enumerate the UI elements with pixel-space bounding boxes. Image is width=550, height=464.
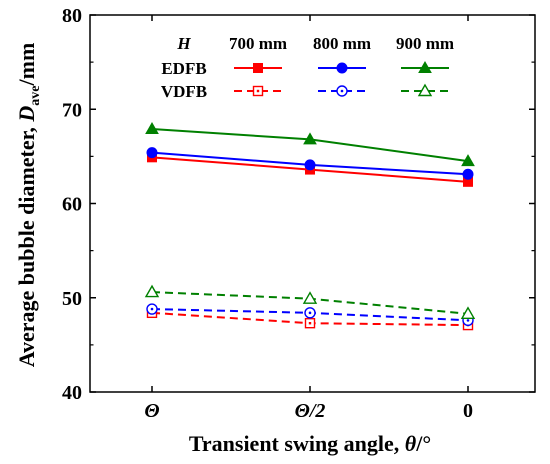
y-tick-label: 40	[62, 382, 82, 404]
series-layer	[144, 122, 476, 331]
legend-marker	[417, 83, 433, 97]
x-tick-label: Θ/2	[295, 400, 326, 422]
legend-row-label: VDFB	[161, 82, 207, 101]
series-edfb-800-mm	[146, 147, 474, 180]
x-axis-label: Transient swing angle, θ/°	[189, 431, 431, 456]
series-vdfb-800-mm	[146, 303, 474, 327]
data-point	[461, 154, 475, 167]
y-tick-label: 80	[62, 5, 82, 27]
plot-area	[89, 14, 536, 393]
data-point	[460, 306, 476, 319]
y-axis: 40 50 60 70 80	[62, 5, 535, 404]
y-tick-label: 60	[62, 194, 82, 216]
legend-column-label: 900 mm	[396, 34, 454, 53]
legend-column-label: 800 mm	[313, 34, 371, 53]
legend-column-label: 700 mm	[229, 34, 287, 53]
data-point-dot	[308, 321, 312, 325]
data-point	[302, 291, 318, 304]
x-axis-label-main: Transient swing angle,	[189, 431, 405, 456]
data-point	[462, 168, 474, 180]
legend-marker	[418, 60, 432, 73]
y-axis-label-sub: ave	[28, 86, 43, 106]
x-axis-label-unit: /°	[415, 431, 431, 456]
data-point	[144, 284, 160, 298]
plot-border	[89, 14, 536, 393]
data-point	[145, 122, 159, 135]
y-axis-label: Average bubble diameter, Dave/mm	[14, 43, 43, 368]
x-axis-label-var: θ	[405, 431, 417, 456]
series-vdfb-900-mm	[144, 284, 476, 319]
x-tick-label: Θ	[144, 400, 159, 422]
y-axis-label-main: Average bubble diameter,	[14, 122, 39, 368]
data-point	[304, 159, 316, 171]
legend: H 700 mm 800 mm 900 mm EDFB VDFB	[161, 34, 454, 101]
legend-marker-dot	[256, 89, 260, 93]
x-axis: Θ Θ/2 0	[144, 15, 473, 422]
data-point	[303, 132, 317, 145]
y-axis-label-var: D	[14, 106, 39, 123]
data-point	[146, 147, 158, 159]
y-tick-label: 50	[62, 288, 82, 310]
legend-marker	[253, 63, 263, 73]
legend-row-label: EDFB	[161, 59, 206, 78]
data-point-dot	[308, 311, 312, 315]
y-axis-label-unit: /mm	[14, 43, 39, 87]
legend-marker-dot	[340, 89, 344, 93]
y-tick-label: 70	[62, 99, 82, 121]
data-point-dot	[150, 307, 154, 311]
legend-marker	[336, 62, 348, 74]
data-point-dot	[466, 319, 470, 322]
legend-header: H	[176, 34, 191, 53]
x-tick-label: 0	[463, 400, 473, 422]
series-edfb-900-mm	[145, 122, 475, 167]
